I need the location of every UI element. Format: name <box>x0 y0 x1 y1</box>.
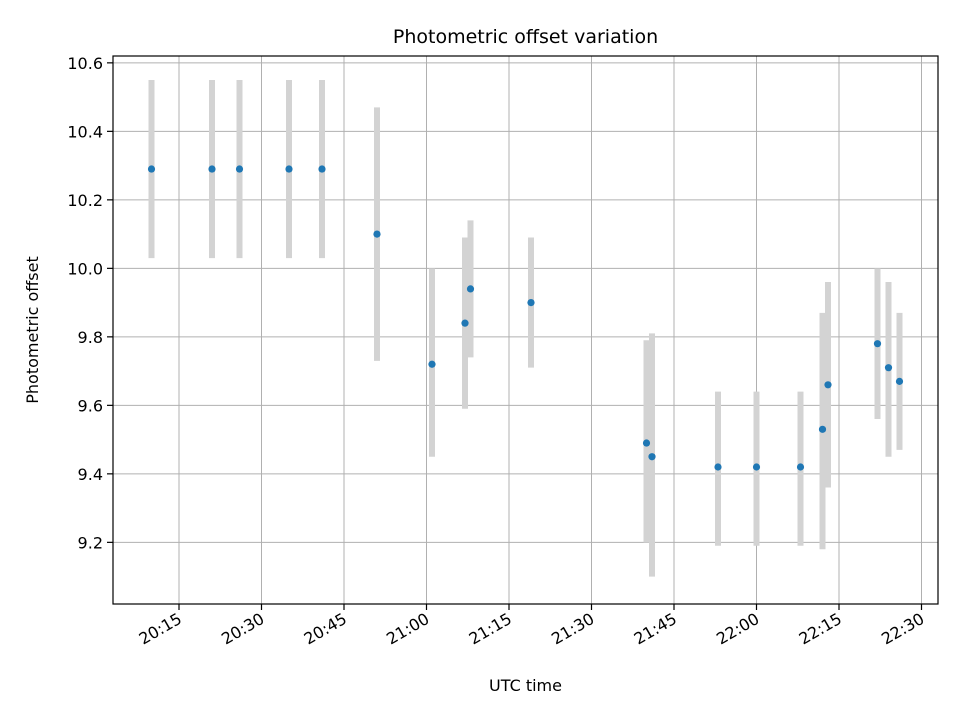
data-point <box>818 425 827 433</box>
data-points <box>147 165 904 471</box>
chart-title: Photometric offset variation <box>393 26 658 48</box>
y-tick-label: 9.2 <box>78 533 103 552</box>
y-axis-title: Photometric offset <box>23 256 42 404</box>
data-point <box>147 165 156 173</box>
x-axis-title: UTC time <box>489 676 562 695</box>
data-point <box>714 463 722 471</box>
y-tick-label: 10.2 <box>67 191 103 210</box>
data-point <box>208 165 216 173</box>
data-point <box>752 463 761 471</box>
plot-frame <box>112 55 939 605</box>
data-point <box>466 285 475 293</box>
y-tick-label: 9.6 <box>78 396 103 415</box>
data-point <box>895 377 904 385</box>
data-point <box>285 165 293 173</box>
data-point <box>642 439 651 447</box>
data-point <box>235 165 244 173</box>
data-point <box>373 230 381 238</box>
y-tick-label: 9.8 <box>78 328 103 347</box>
y-tick-label: 10.6 <box>67 54 103 73</box>
data-point <box>873 340 882 348</box>
data-point <box>428 360 436 368</box>
data-point <box>527 299 535 307</box>
y-tick-label: 9.4 <box>78 465 103 484</box>
data-point <box>824 381 832 389</box>
data-point <box>318 165 326 173</box>
data-point <box>461 319 469 327</box>
data-point <box>648 453 656 461</box>
y-tick-label: 10.0 <box>67 259 103 278</box>
data-point <box>884 364 893 372</box>
data-point <box>796 463 805 471</box>
y-tick-label: 10.4 <box>67 122 103 141</box>
